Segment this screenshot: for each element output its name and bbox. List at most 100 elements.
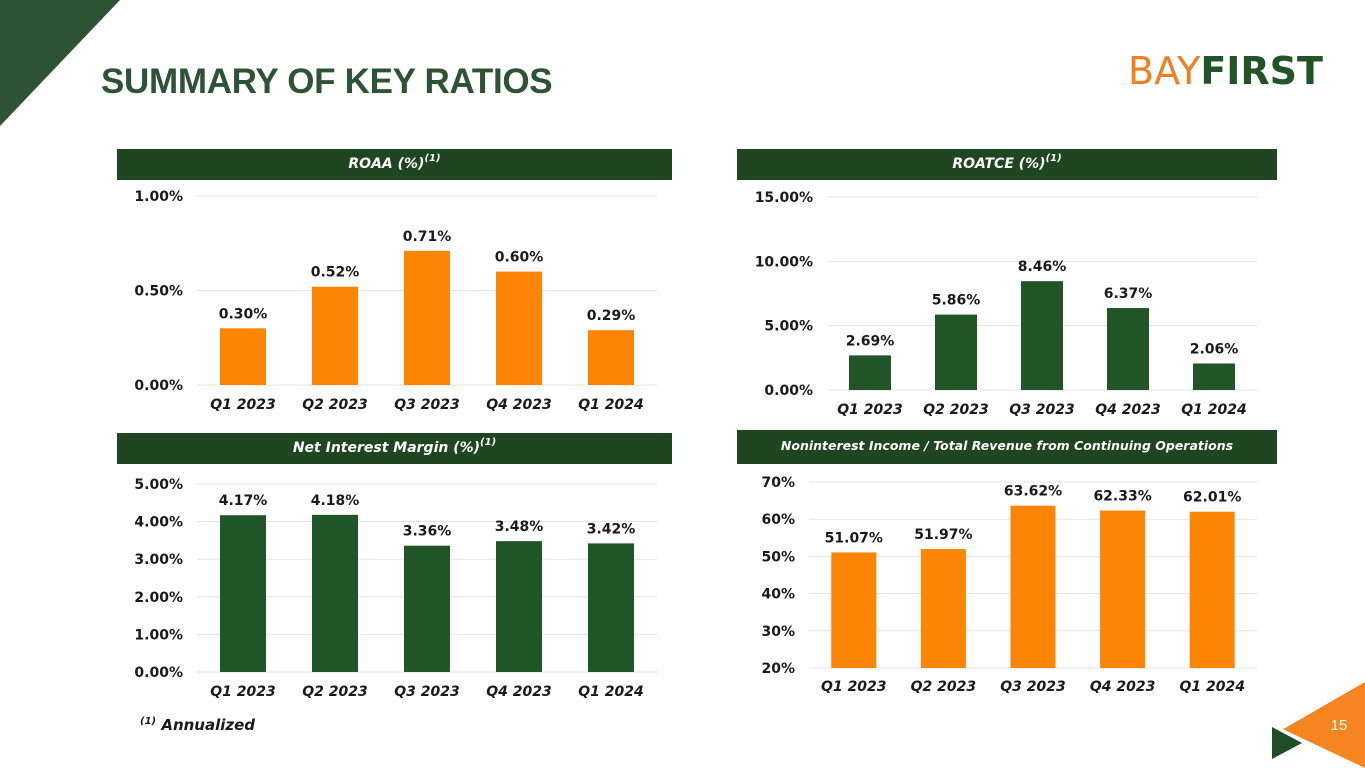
bar — [1021, 281, 1063, 390]
data-label: 2.06% — [1190, 341, 1239, 357]
y-tick-label: 3.00% — [134, 552, 183, 568]
y-tick-label: 60% — [761, 512, 795, 528]
bar — [404, 250, 450, 385]
data-label: 62.01% — [1183, 490, 1241, 506]
footnote-text: Annualized — [161, 716, 256, 734]
data-label: 0.60% — [495, 250, 544, 266]
play-triangle-icon — [1272, 727, 1302, 759]
x-tick-label: Q2 2023 — [302, 397, 367, 413]
y-tick-label: 70% — [761, 475, 795, 491]
x-tick-label: Q3 2023 — [394, 397, 459, 413]
roaa-header: ROAA (%)(1) — [117, 149, 672, 180]
x-tick-label: Q4 2023 — [486, 397, 551, 413]
bar — [496, 541, 542, 672]
x-tick-label: Q1 2024 — [1179, 679, 1244, 695]
data-label: 2.69% — [846, 333, 895, 349]
nim-title: Net Interest Margin (%) — [292, 440, 481, 456]
footnote: (1) Annualized — [140, 716, 255, 734]
nim-header: Net Interest Margin (%)(1) — [117, 433, 672, 464]
nim-title-sup: (1) — [480, 437, 497, 448]
data-label: 0.29% — [587, 308, 636, 324]
y-tick-label: 30% — [761, 624, 795, 640]
x-tick-label: Q1 2023 — [210, 684, 275, 700]
bar — [588, 330, 634, 385]
data-label: 51.97% — [914, 527, 972, 543]
y-tick-label: 5.00% — [764, 319, 813, 335]
logo-text-bay: BAY — [1128, 49, 1201, 93]
bar — [1189, 511, 1235, 668]
logo-text-first: FIRST — [1200, 49, 1323, 93]
data-label: 3.36% — [403, 524, 452, 540]
bar — [220, 328, 266, 385]
x-tick-label: Q4 2023 — [486, 684, 551, 700]
roaa-title: ROAA (%) — [348, 156, 425, 172]
y-tick-label: 0.00% — [134, 665, 183, 681]
data-label: 51.07% — [825, 530, 883, 546]
x-tick-label: Q4 2023 — [1090, 679, 1155, 695]
bar — [220, 515, 266, 672]
y-tick-label: 50% — [761, 549, 795, 565]
data-label: 0.30% — [219, 306, 268, 322]
y-tick-label: 15.00% — [755, 190, 813, 206]
bayfirst-logo: BAYFIRST — [1128, 50, 1323, 92]
x-tick-label: Q1 2023 — [837, 402, 902, 418]
x-tick-label: Q3 2023 — [1009, 402, 1074, 418]
bar — [404, 545, 450, 672]
data-label: 3.42% — [587, 521, 636, 537]
y-tick-label: 20% — [761, 661, 795, 677]
x-tick-label: Q2 2023 — [923, 402, 988, 418]
y-tick-label: 5.00% — [134, 477, 183, 493]
nim-chart: 0.00% 1.00% 2.00% 3.00% 4.00% 5.00% 4.17% Q1 20… — [134, 477, 657, 700]
roaa-chart: 0.00% 0.50% 1.00% 0.30% Q1 2023 0.52% Q2 2023 0… — [134, 189, 657, 413]
bar — [935, 314, 977, 390]
nonint-title: Noninterest Income / Total Revenue from … — [780, 438, 1234, 453]
bar — [920, 549, 966, 668]
roaa-title-sup: (1) — [424, 153, 441, 164]
x-tick-label: Q2 2023 — [911, 679, 976, 695]
x-tick-label: Q1 2024 — [578, 397, 643, 413]
bar — [588, 543, 634, 672]
y-tick-label: 1.00% — [134, 189, 183, 205]
nonint-header: Noninterest Income / Total Revenue from … — [737, 430, 1277, 464]
footnote-marker: (1) — [140, 716, 157, 727]
data-label: 0.71% — [403, 229, 452, 245]
data-label: 63.62% — [1004, 484, 1062, 500]
data-label: 4.18% — [311, 493, 360, 509]
data-label: 8.46% — [1018, 259, 1067, 275]
data-label: 62.33% — [1093, 489, 1151, 505]
roatce-title-sup: (1) — [1045, 153, 1062, 164]
y-tick-label: 1.00% — [134, 627, 183, 643]
y-tick-label: 10.00% — [755, 254, 813, 270]
y-tick-label: 2.00% — [134, 590, 183, 606]
x-tick-label: Q4 2023 — [1095, 402, 1160, 418]
x-tick-label: Q3 2023 — [394, 684, 459, 700]
page-title: SUMMARY OF KEY RATIOS — [101, 62, 553, 101]
corner-decoration-top-left — [0, 0, 120, 126]
y-tick-label: 4.00% — [134, 515, 183, 531]
bar — [831, 552, 877, 668]
bar — [1193, 363, 1235, 390]
roatce-chart: 0.00% 5.00% 10.00% 15.00% 2.69% Q1 2023 5.86% Q… — [755, 190, 1257, 418]
bar — [1107, 308, 1149, 390]
y-tick-label: 40% — [761, 587, 795, 603]
bar — [1010, 505, 1056, 668]
bar — [496, 271, 542, 385]
x-tick-label: Q1 2024 — [578, 684, 643, 700]
data-label: 3.48% — [495, 519, 544, 535]
roatce-title: ROATCE (%) — [952, 156, 1046, 172]
x-tick-label: Q1 2023 — [210, 397, 275, 413]
x-tick-label: Q2 2023 — [302, 684, 367, 700]
roatce-header: ROATCE (%)(1) — [737, 149, 1277, 180]
bar — [849, 355, 891, 390]
data-label: 4.17% — [219, 493, 268, 509]
y-tick-label: 0.00% — [764, 383, 813, 399]
nonint-chart: 20% 30% 40% 50% 60% 70% 51.07% Q1 2023 51.97% Q2 … — [761, 475, 1257, 695]
y-tick-label: 0.00% — [134, 378, 183, 394]
bar — [312, 286, 358, 385]
x-tick-label: Q3 2023 — [1000, 679, 1065, 695]
x-tick-label: Q1 2023 — [821, 679, 886, 695]
data-label: 5.86% — [932, 293, 981, 309]
data-label: 0.52% — [311, 265, 360, 281]
x-tick-label: Q1 2024 — [1181, 402, 1246, 418]
page-number: 15 — [1330, 717, 1348, 734]
